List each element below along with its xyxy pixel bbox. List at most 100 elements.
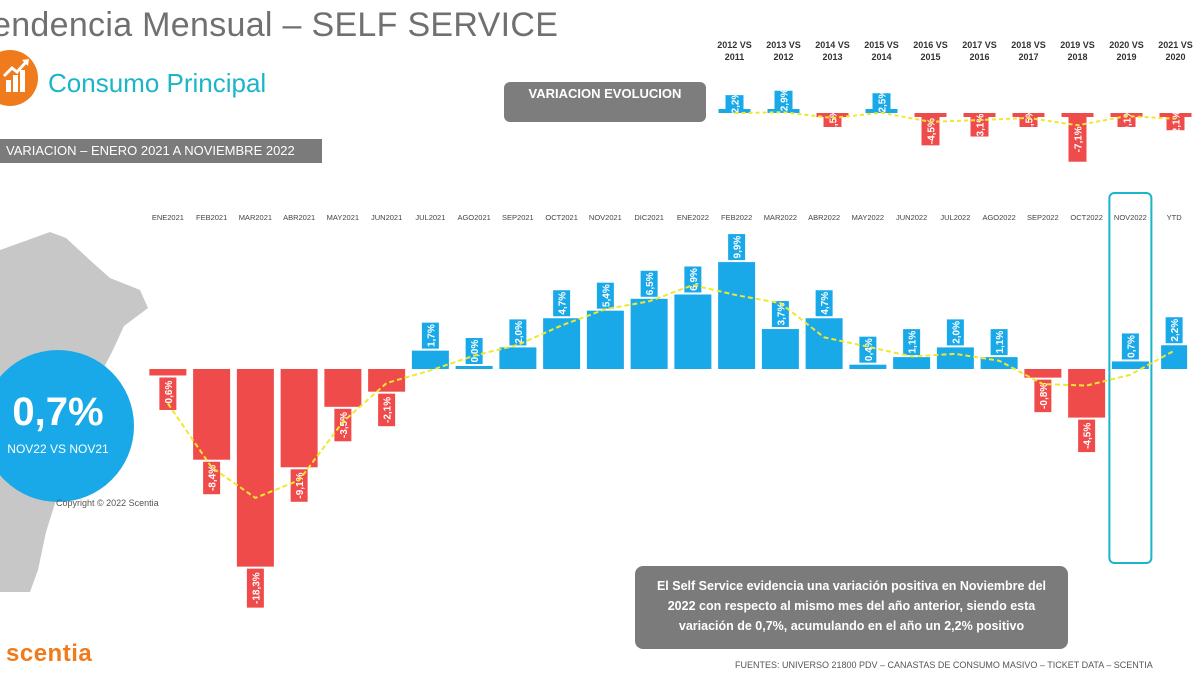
annual-data-label: -2,1% <box>1172 110 1183 136</box>
monthly-bar <box>893 357 931 369</box>
monthly-label-box <box>728 234 746 261</box>
monthly-data-label: 2,0% <box>951 321 962 344</box>
annual-bar <box>970 117 989 137</box>
annual-bar-base <box>718 109 751 113</box>
highlight-frame <box>1108 192 1153 564</box>
monthly-category-label: ENE2022 <box>677 213 709 222</box>
monthly-bar <box>543 318 581 369</box>
monthly-label-box <box>771 301 789 328</box>
annual-bar <box>1117 117 1136 127</box>
monthly-label-box <box>946 319 964 346</box>
monthly-data-label: -4,5% <box>1083 423 1094 449</box>
monthly-bar <box>586 310 624 369</box>
annual-bar-base <box>1061 113 1094 117</box>
monthly-data-label: -18,3% <box>251 572 262 604</box>
annual-bar <box>872 93 891 109</box>
monthly-bar <box>411 350 449 369</box>
monthly-category-label: ABR2021 <box>283 213 315 222</box>
annual-bar-base <box>963 113 996 117</box>
monthly-data-label: -0,6% <box>164 381 175 407</box>
monthly-label-box <box>859 336 877 363</box>
source-text: FUENTES: UNIVERSO 21800 PDV – CANASTAS D… <box>735 660 1153 670</box>
monthly-bar <box>324 369 362 407</box>
monthly-label-box <box>815 290 833 317</box>
annual-category-label: 2015 VS <box>864 40 899 50</box>
monthly-data-label: 1,1% <box>995 331 1006 354</box>
annual-category-label: 2014 VS <box>815 40 850 50</box>
monthly-bar <box>718 262 756 369</box>
monthly-bar <box>674 294 712 369</box>
monthly-category-label: MAR2021 <box>239 213 272 222</box>
annual-bar-base <box>1110 113 1143 117</box>
monthly-data-label: 1,7% <box>426 324 437 347</box>
annual-category-label: 2021 VS <box>1158 40 1193 50</box>
monthly-label-box <box>640 270 658 297</box>
monthly-bar <box>193 369 231 460</box>
monthly-label-box <box>421 322 439 349</box>
monthly-bar <box>936 347 974 369</box>
monthly-bar <box>236 369 274 567</box>
monthly-category-label: JUL2022 <box>940 213 970 222</box>
annual-category-label: 2018 VS <box>1011 40 1046 50</box>
monthly-label-box <box>378 393 396 427</box>
monthly-category-label: NOV2022 <box>1114 213 1147 222</box>
annual-category-label: 2020 <box>1165 52 1185 62</box>
page-title: endencia Mensual – SELF SERVICE <box>0 6 559 44</box>
monthly-data-label: 6,5% <box>645 272 656 295</box>
monthly-label-box <box>903 329 921 356</box>
monthly-variation-chart: ENE2021 -0,6% FEB2021 -8,4% MAR2021 -18,3% ABR… <box>149 192 1188 608</box>
monthly-bar <box>805 318 843 369</box>
monthly-category-label: SEP2022 <box>1027 213 1059 222</box>
copyright-text: Copyright © 2022 Scentia <box>56 498 159 508</box>
monthly-data-label: 3,7% <box>776 303 787 326</box>
monthly-data-label: -2,1% <box>383 397 394 423</box>
annual-category-label: 2016 <box>969 52 989 62</box>
annual-data-label: -0,1% <box>1123 109 1134 135</box>
monthly-category-label: SEP2021 <box>502 213 534 222</box>
monthly-data-label: 2,0% <box>514 321 525 344</box>
monthly-category-label: ABR2022 <box>808 213 840 222</box>
monthly-bar <box>1161 345 1188 369</box>
annual-category-label: 2012 VS <box>717 40 752 50</box>
annual-bar-base <box>865 109 898 113</box>
annual-data-label: -4,5% <box>927 118 938 144</box>
monthly-bar <box>455 366 493 369</box>
monthly-data-label: 1,1% <box>908 331 919 354</box>
monthly-bar <box>761 329 799 369</box>
monthly-trend-line <box>167 284 1175 500</box>
annual-category-label: 2019 <box>1116 52 1136 62</box>
monthly-category-label: MAY2021 <box>327 213 359 222</box>
monthly-category-label: JUN2022 <box>896 213 927 222</box>
annual-data-label: -7,1% <box>1074 126 1085 152</box>
annual-bar <box>1019 117 1038 127</box>
monthly-label-box <box>290 469 308 502</box>
annual-category-label: 2011 <box>725 52 745 62</box>
monthly-data-label: 9,9% <box>733 236 744 259</box>
monthly-data-label: -9,1% <box>295 472 306 498</box>
evolution-label: VARIACION EVOLUCION <box>504 82 706 122</box>
annual-category-label: 2017 <box>1018 52 1038 62</box>
annual-bar <box>1166 117 1185 131</box>
annual-category-label: 2019 VS <box>1060 40 1095 50</box>
annual-data-label: -1,5% <box>829 109 840 135</box>
monthly-label-box <box>1121 333 1139 360</box>
monthly-data-label: -8,4% <box>208 465 219 491</box>
annual-bar-base <box>1159 113 1192 117</box>
annual-bar <box>725 95 744 109</box>
monthly-data-label: 4,7% <box>558 292 569 315</box>
annual-category-label: 2014 <box>871 52 891 62</box>
monthly-category-label: MAR2022 <box>764 213 797 222</box>
monthly-data-label: -3,5% <box>339 412 350 438</box>
chart-growth-icon <box>0 50 38 106</box>
annual-bar-base <box>914 113 947 117</box>
monthly-data-label: 5,4% <box>601 284 612 307</box>
monthly-label-box <box>1165 317 1183 344</box>
annual-category-label: 2012 <box>773 52 793 62</box>
monthly-label-box <box>596 282 614 309</box>
annual-category-label: 2013 <box>822 52 842 62</box>
annual-data-label: -3,1% <box>976 114 987 140</box>
monthly-category-label: MAY2022 <box>852 213 884 222</box>
annual-category-label: 2013 VS <box>766 40 801 50</box>
annual-category-label: 2020 VS <box>1109 40 1144 50</box>
